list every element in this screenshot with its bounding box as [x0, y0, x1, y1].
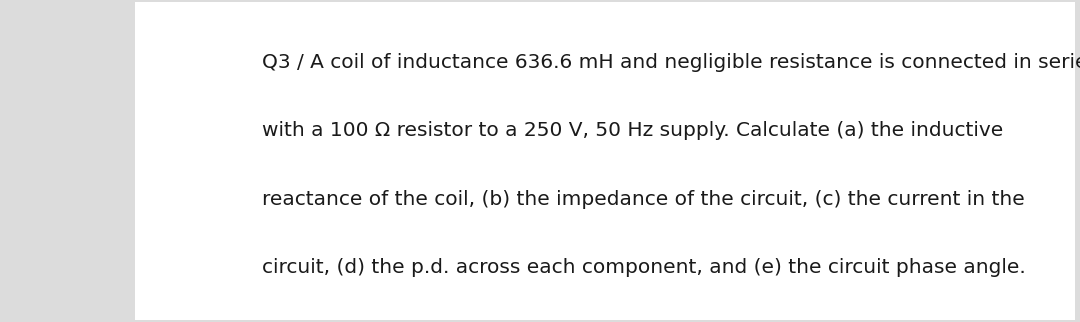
Text: Q3 / A coil of inductance 636.6 mH and negligible resistance is connected in ser: Q3 / A coil of inductance 636.6 mH and n…: [261, 52, 1080, 71]
Text: with a 100 Ω resistor to a 250 V, 50 Hz supply. Calculate (a) the inductive: with a 100 Ω resistor to a 250 V, 50 Hz …: [261, 121, 1003, 140]
Text: circuit, (d) the p.d. across each component, and (e) the circuit phase angle.: circuit, (d) the p.d. across each compon…: [261, 258, 1026, 277]
Text: reactance of the coil, (b) the impedance of the circuit, (c) the current in the: reactance of the coil, (b) the impedance…: [261, 190, 1025, 209]
